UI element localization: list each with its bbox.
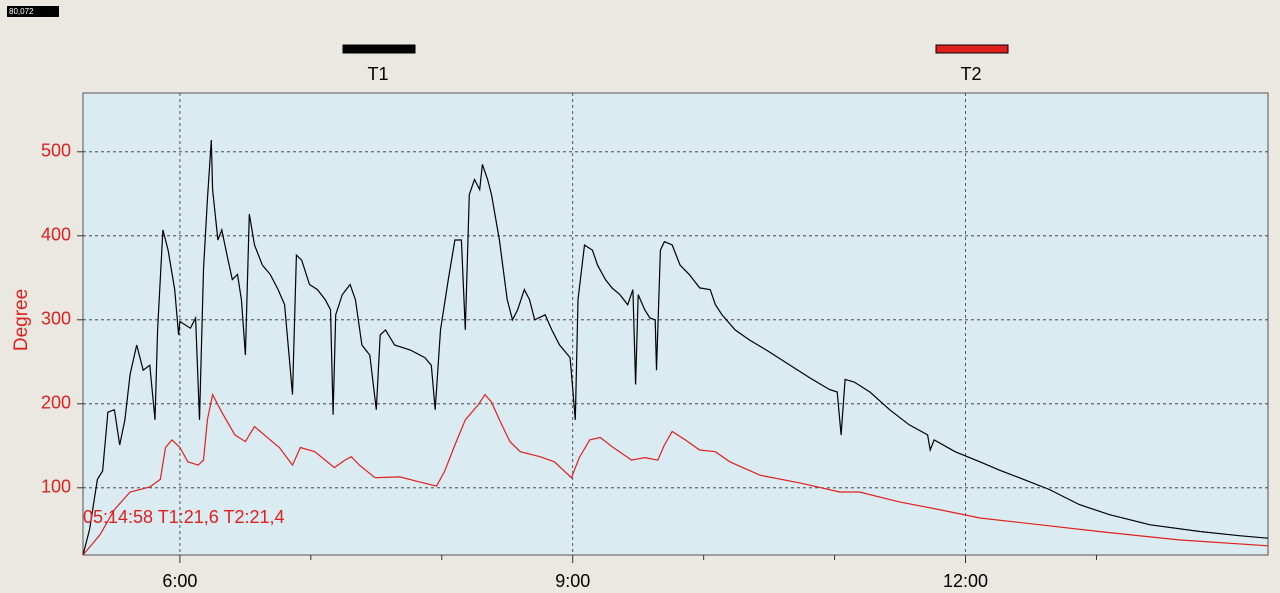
y-tick-label: 200: [41, 393, 71, 413]
y-tick-label: 300: [41, 309, 71, 329]
plot-area: [82, 92, 1269, 556]
x-tick-label: 9:00: [555, 571, 590, 591]
counter: 80,072: [9, 7, 34, 16]
y-tick-label: 100: [41, 477, 71, 497]
annotation: 05:14:58 T1:21,6 T2:21,4: [83, 507, 285, 527]
series-line: [82, 392, 1269, 556]
legend-swatch: [935, 44, 1009, 54]
counter-box: [7, 6, 59, 17]
y-tick-label: 500: [41, 141, 71, 161]
y-axis-label: Degree: [11, 289, 32, 351]
series-line: [82, 139, 1269, 556]
legend-swatch: [342, 44, 416, 54]
y-tick-label: 400: [41, 225, 71, 245]
x-tick-label: 12:00: [943, 571, 988, 591]
legend-label: T2: [960, 64, 981, 84]
x-tick-label: 6:00: [162, 571, 197, 591]
legend-label: T1: [367, 64, 388, 84]
